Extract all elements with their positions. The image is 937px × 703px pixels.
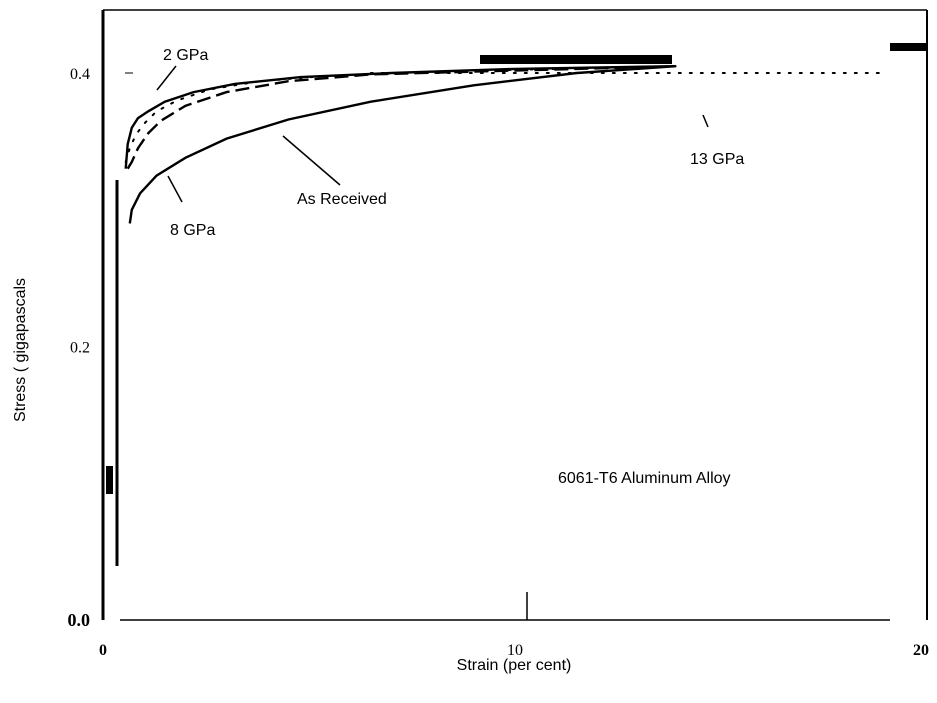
curve-label: 2 GPa [163, 47, 208, 64]
x-tick-labels: 0 10 20 [99, 642, 929, 659]
right-top-mark [890, 43, 927, 51]
y-tick-label: 0.0 [68, 610, 91, 630]
alloy-annotation: 6061-T6 Aluminum Alloy [558, 470, 731, 487]
curve-label: As Received [297, 191, 387, 208]
series-layer [124, 65, 887, 224]
series-line-0 [128, 65, 676, 224]
curve-label-leader [156, 65, 177, 91]
x-tick-label: 10 [507, 642, 523, 659]
x-axis-label: Strain (per cent) [457, 657, 572, 674]
curve-label-leader [702, 114, 709, 128]
curve-label: 13 GPa [690, 151, 744, 168]
highlight-bar [480, 55, 672, 64]
y-axis-label: Stress ( gigapascals [12, 278, 29, 422]
axes [101, 9, 928, 621]
y-tick-label: 0.4 [70, 66, 90, 83]
curve-label-leader [167, 175, 183, 203]
curve-label: 8 GPa [170, 222, 215, 239]
x-tick-label: 20 [913, 642, 929, 659]
y-tick-labels: 0.0 0.2 0.4 [68, 66, 91, 630]
series-line-3 [124, 65, 676, 169]
curve-label-leader [282, 135, 341, 186]
x-tick-label: 0 [99, 642, 107, 659]
curve-labels: 2 GPa 8 GPa As Received 13 GPa [156, 47, 744, 239]
series-line-1 [126, 65, 676, 170]
y-tick-label: 0.2 [70, 340, 90, 357]
y-axis-mark [106, 466, 113, 494]
